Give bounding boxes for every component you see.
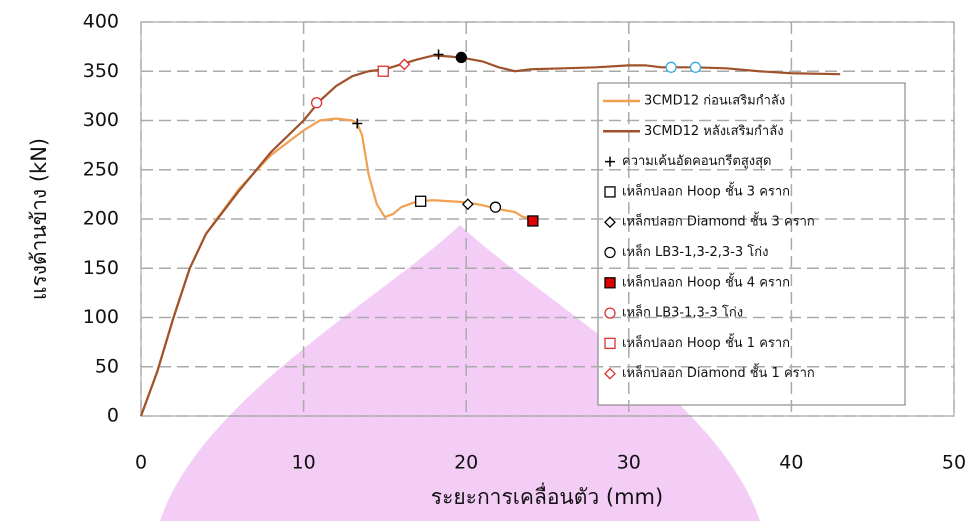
y-tick-label: 200 bbox=[83, 208, 119, 230]
y-tick-label: 350 bbox=[83, 60, 119, 82]
marker bbox=[489, 201, 502, 213]
y-tick-label: 400 bbox=[83, 11, 119, 33]
y-tick-label: 100 bbox=[83, 306, 119, 328]
legend-marker bbox=[604, 307, 616, 319]
legend-label: 3CMD12 ก่อนเสริมกำลัง bbox=[644, 94, 785, 109]
y-tick-label: 50 bbox=[95, 355, 119, 377]
x-tick-label: 20 bbox=[454, 452, 478, 474]
marker bbox=[527, 215, 539, 227]
y-tick-label: 300 bbox=[83, 109, 119, 131]
legend-marker bbox=[604, 337, 616, 350]
y-tick-label: 150 bbox=[83, 257, 119, 279]
legend-label: เหล็กปลอก Hoop ชั้น 4 คราก bbox=[622, 272, 790, 290]
legend-marker bbox=[604, 246, 616, 259]
x-tick-label: 0 bbox=[135, 452, 147, 474]
x-tick-label: 50 bbox=[942, 452, 966, 474]
y-tick-label: 0 bbox=[107, 405, 119, 427]
legend-marker bbox=[604, 277, 616, 289]
series-line bbox=[139, 54, 841, 417]
marker bbox=[310, 97, 323, 109]
legend-marker bbox=[604, 216, 616, 229]
x-axis-title: ระยะการเคลื่อนตัว (mm) bbox=[431, 482, 663, 509]
legend-marker bbox=[604, 367, 616, 380]
x-tick-label: 10 bbox=[292, 452, 316, 474]
legend-label: เหล็กปลอก Diamond ชั้น 3 คราก bbox=[622, 212, 815, 230]
marker bbox=[398, 58, 411, 71]
y-tick-label: 250 bbox=[83, 158, 119, 180]
marker bbox=[455, 51, 467, 64]
legend-label: เหล็กปลอก Hoop ชั้น 1 คราก bbox=[622, 333, 790, 351]
legend-marker bbox=[605, 156, 615, 167]
legend-label: เหล็ก LB3-1,3-2,3-3 โก่ง bbox=[622, 242, 768, 260]
marker bbox=[415, 195, 427, 207]
legend-label: เหล็กปลอก Hoop ชั้น 3 คราก bbox=[622, 181, 790, 199]
legend-label: เหล็กปลอก Diamond ชั้น 1 คราก bbox=[622, 363, 815, 381]
legend-label: เหล็ก LB3-1,3-3 โก่ง bbox=[622, 303, 743, 321]
legend-box bbox=[597, 82, 906, 406]
legend-label: ความเค้นอัดคอนกรีตสูงสุด bbox=[622, 153, 772, 169]
y-axis-title: แรงด้านข้าง (kN) bbox=[27, 138, 51, 300]
marker bbox=[377, 65, 389, 77]
marker bbox=[689, 61, 702, 73]
legend-label: 3CMD12 หลังเสริมกำลัง bbox=[644, 124, 784, 139]
marker bbox=[352, 118, 363, 129]
marker bbox=[665, 61, 677, 73]
watermark bbox=[160, 225, 760, 521]
marker bbox=[461, 198, 474, 211]
x-tick-label: 30 bbox=[617, 452, 641, 474]
legend-marker bbox=[604, 186, 616, 198]
x-tick-label: 40 bbox=[779, 452, 803, 474]
marker bbox=[433, 49, 444, 60]
